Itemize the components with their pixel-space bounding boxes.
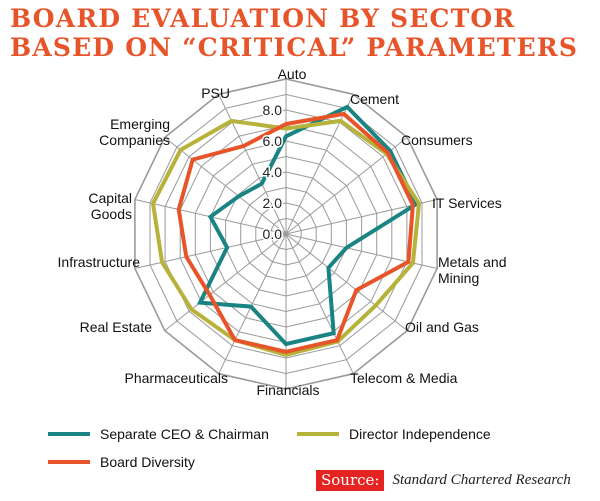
data-point-director-independence bbox=[417, 202, 421, 206]
data-point-board-diversity bbox=[386, 151, 390, 155]
data-point-separate-ceo-chairman bbox=[198, 301, 202, 305]
axis-label-consumers: Consumers bbox=[401, 132, 473, 148]
data-point-board-diversity bbox=[406, 260, 410, 264]
data-point-separate-ceo-chairman bbox=[284, 342, 288, 346]
grid-spoke bbox=[164, 137, 287, 235]
data-point-board-diversity bbox=[411, 203, 415, 207]
data-point-board-diversity bbox=[233, 338, 237, 342]
axis-label-psu: PSU bbox=[201, 85, 230, 101]
data-point-director-independence bbox=[374, 304, 378, 308]
series-line-board-diversity bbox=[176, 111, 415, 354]
data-point-director-independence bbox=[160, 260, 164, 264]
axis-label-telecom-media: Telecom & Media bbox=[350, 370, 458, 386]
axis-label-oil-and-gas: Oil and Gas bbox=[405, 319, 479, 335]
data-point-separate-ceo-chairman bbox=[326, 266, 330, 270]
chart-title-line-2: BASED ON “CRITICAL” PARAMETERS bbox=[10, 33, 579, 62]
source-text: Standard Chartered Research bbox=[392, 472, 571, 488]
data-point-director-independence bbox=[339, 119, 343, 123]
axis-label-auto: Auto bbox=[278, 66, 307, 82]
source-note: Source: Standard Chartered Research bbox=[316, 470, 571, 491]
tick-label: 0.0 bbox=[263, 226, 283, 242]
axis-label-pharmaceuticals: Pharmaceuticals bbox=[125, 370, 229, 386]
data-point-separate-ceo-chairman bbox=[225, 246, 229, 250]
grid-spoke bbox=[285, 94, 354, 235]
axis-label-capital-goods: Capital Goods bbox=[88, 190, 132, 222]
data-point-board-diversity bbox=[177, 208, 181, 212]
data-point-separate-ceo-chairman bbox=[208, 215, 212, 219]
data-point-board-diversity bbox=[208, 293, 212, 297]
grid-spoke bbox=[134, 233, 287, 269]
data-point-director-independence bbox=[190, 307, 194, 311]
axis-label-infrastructure: Infrastructure bbox=[58, 254, 141, 270]
tick-label: 6.0 bbox=[263, 133, 283, 149]
data-point-board-diversity bbox=[354, 288, 358, 292]
data-point-director-independence bbox=[151, 202, 155, 206]
tick-label: 8.0 bbox=[263, 102, 283, 118]
data-point-director-independence bbox=[230, 119, 234, 123]
data-point-separate-ceo-chairman bbox=[249, 305, 253, 309]
data-point-director-independence bbox=[284, 127, 288, 131]
axis-label-financials: Financials bbox=[256, 382, 319, 398]
chart-title-line-1: BOARD EVALUATION BY SECTOR bbox=[10, 4, 516, 33]
grid-spoke bbox=[218, 233, 287, 374]
axis-label-it-services: IT Services bbox=[432, 195, 502, 211]
data-point-board-diversity bbox=[342, 112, 346, 116]
chart-title: BOARD EVALUATION BY SECTOR BASED ON “CRI… bbox=[10, 4, 600, 62]
data-point-separate-ceo-chairman bbox=[284, 134, 288, 138]
data-point-separate-ceo-chairman bbox=[344, 246, 348, 250]
axis-label-cement: Cement bbox=[350, 91, 399, 107]
axis-label-metals-and-mining: Metals and Mining bbox=[438, 254, 506, 286]
data-point-board-diversity bbox=[284, 122, 288, 126]
grid-spoke bbox=[285, 233, 354, 374]
data-point-board-diversity bbox=[335, 338, 339, 342]
radar-series bbox=[150, 104, 422, 357]
grid-spoke bbox=[285, 233, 408, 331]
grid-spoke bbox=[164, 233, 287, 331]
axis-label-real-estate: Real Estate bbox=[80, 319, 153, 335]
radar-axis-labels: Auto Cement Consumers IT Services Metals and… bbox=[58, 66, 507, 398]
data-point-director-independence bbox=[179, 148, 183, 152]
tick-label: 2.0 bbox=[263, 195, 283, 211]
data-point-board-diversity bbox=[242, 144, 246, 148]
data-point-board-diversity bbox=[184, 255, 188, 259]
data-point-board-diversity bbox=[191, 158, 195, 162]
data-point-director-independence bbox=[411, 261, 415, 265]
data-point-separate-ceo-chairman bbox=[332, 331, 336, 335]
grid-spoke bbox=[218, 94, 287, 235]
data-point-separate-ceo-chairman bbox=[260, 182, 264, 186]
data-point-separate-ceo-chairman bbox=[237, 194, 241, 198]
series-line-separate-ceo-chairman bbox=[196, 104, 419, 347]
source-tag: Source: bbox=[316, 470, 385, 491]
data-point-separate-ceo-chairman bbox=[345, 105, 349, 109]
radar-tick-labels: 0.0 2.0 4.0 6.0 8.0 bbox=[261, 101, 284, 244]
data-point-board-diversity bbox=[284, 350, 288, 354]
axis-label-emerging-companies: Emerging Companies bbox=[99, 116, 170, 148]
tick-label: 4.0 bbox=[263, 164, 283, 180]
